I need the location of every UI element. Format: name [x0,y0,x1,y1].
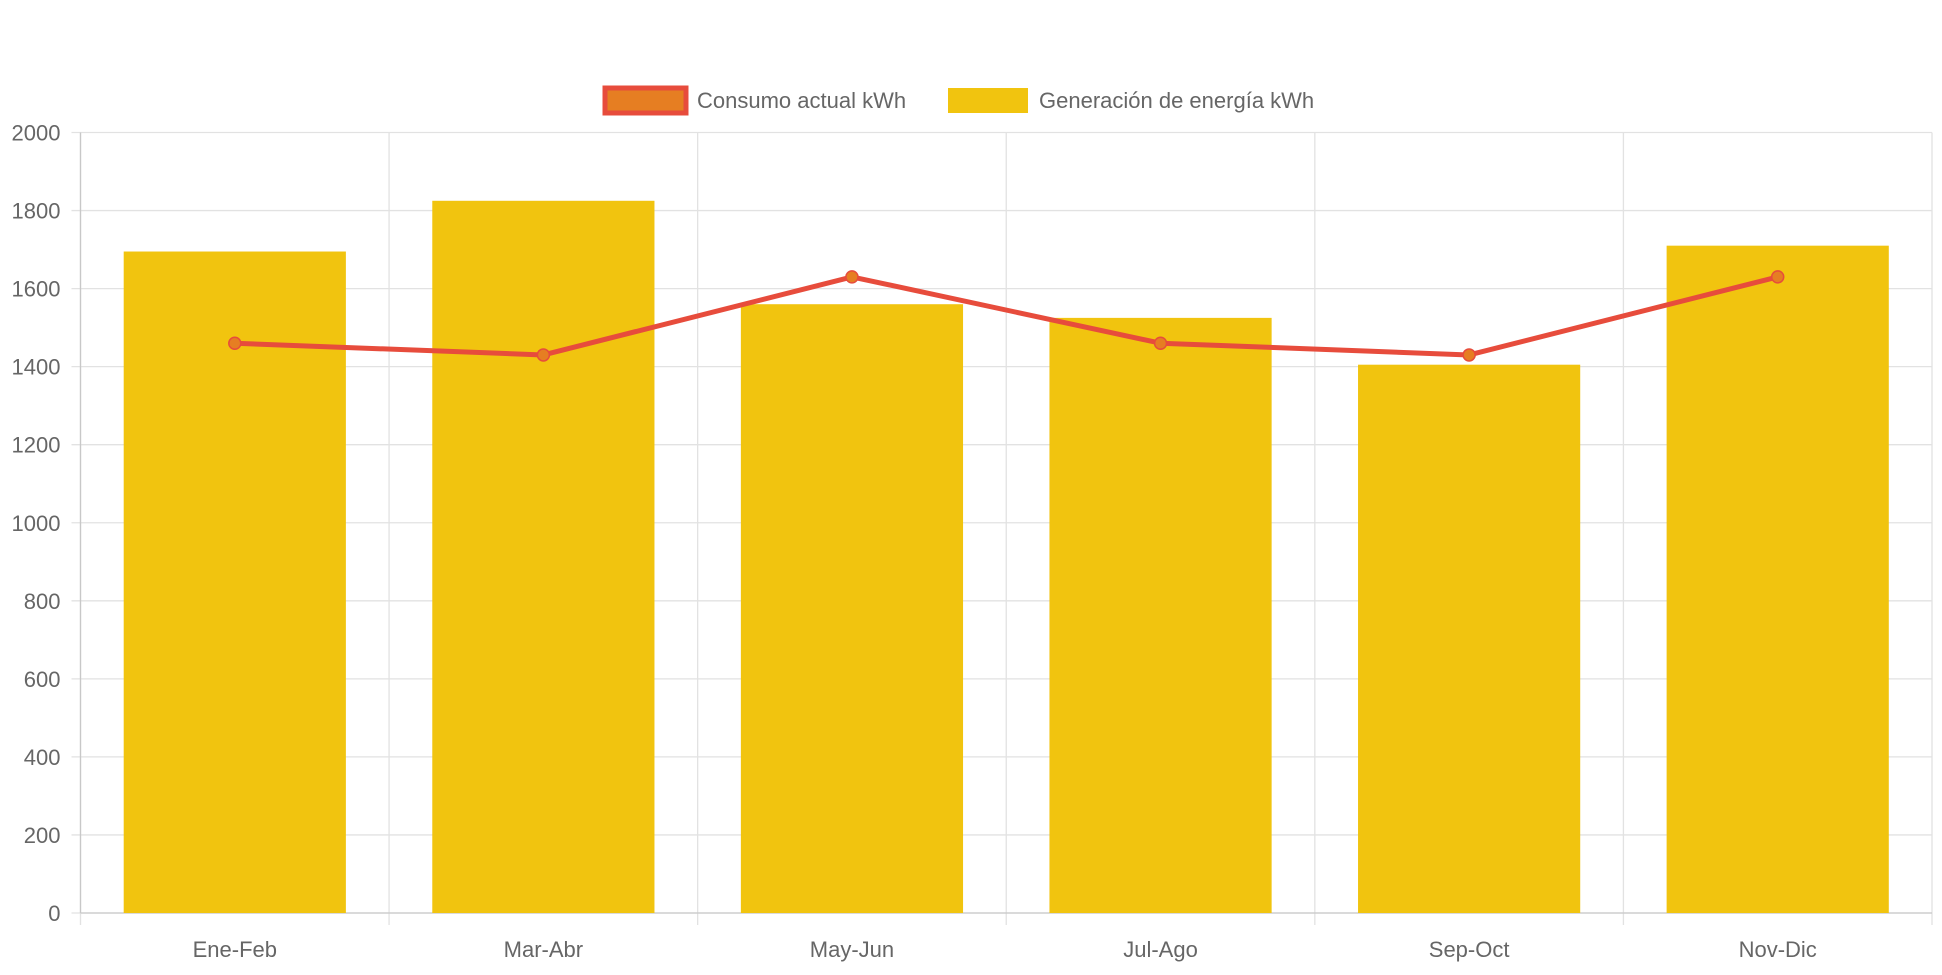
bar-sep-oct [1358,364,1581,914]
legend-label-generacion: Generación de energía kWh [1039,88,1314,113]
x-tick-label: Sep-Oct [1429,937,1510,962]
line-point [845,270,859,284]
bar-may-jun [740,304,964,914]
y-tick-label: 1000 [12,511,61,536]
legend-label-consumo: Consumo actual kWh [697,88,906,113]
line-point [536,348,551,362]
x-tick-label: Mar-Abr [504,937,583,962]
line-point [228,336,242,350]
line-point [1770,270,1785,284]
y-tick-label: 1200 [12,433,61,458]
bar-jul-ago [1049,317,1272,913]
y-tick-label: 2000 [12,121,61,146]
line-point [1153,336,1168,350]
x-tick-label: Nov-Dic [1739,937,1817,962]
y-tick-label: 1400 [12,355,61,380]
x-tick-label: May-Jun [810,937,894,962]
legend-swatch-consumo [602,85,689,116]
y-tick-label: 800 [24,589,61,614]
y-tick-label: 600 [24,667,61,692]
x-tick-label: Ene-Feb [193,937,277,962]
x-tick-label: Jul-Ago [1123,937,1198,962]
bar-nov-dic [1666,245,1889,914]
legend-swatch-generacion [948,88,1028,113]
y-tick-label: 1600 [12,277,61,302]
consumo-line [234,274,1779,358]
y-tick-label: 0 [48,901,60,926]
y-tick-label: 200 [24,823,61,848]
bar-mar-abr [432,200,655,913]
line-point [1462,348,1476,362]
bar-ene-feb [123,251,346,913]
y-tick-label: 1800 [12,199,61,224]
y-tick-label: 400 [24,745,61,770]
